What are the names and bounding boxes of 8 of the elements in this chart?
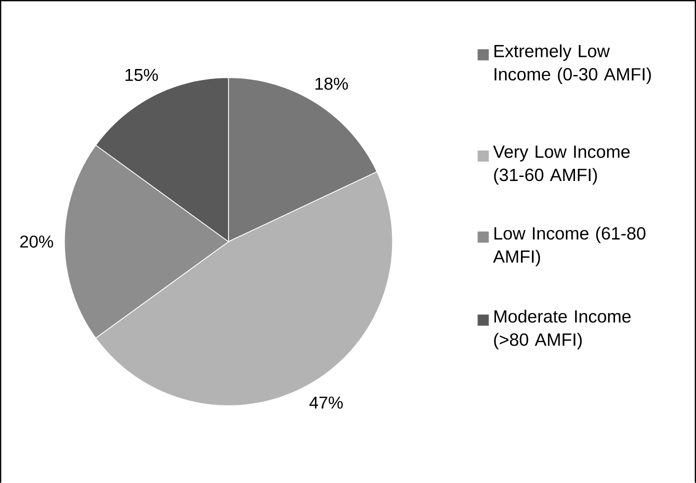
- data-label: 47%: [309, 396, 343, 408]
- legend-label: Low Income (61-80 AMFI): [493, 226, 646, 266]
- data-label: 18%: [316, 78, 348, 90]
- legend-label: Extremely Low Income (0-30 AMFI): [494, 44, 651, 84]
- legend-label: Very Low Income (31-60 AMFI): [493, 145, 630, 184]
- data-label: 15%: [125, 68, 158, 81]
- legend-label: Moderate Income (>80 AMFI): [494, 310, 631, 350]
- data-label: 20%: [20, 235, 54, 248]
